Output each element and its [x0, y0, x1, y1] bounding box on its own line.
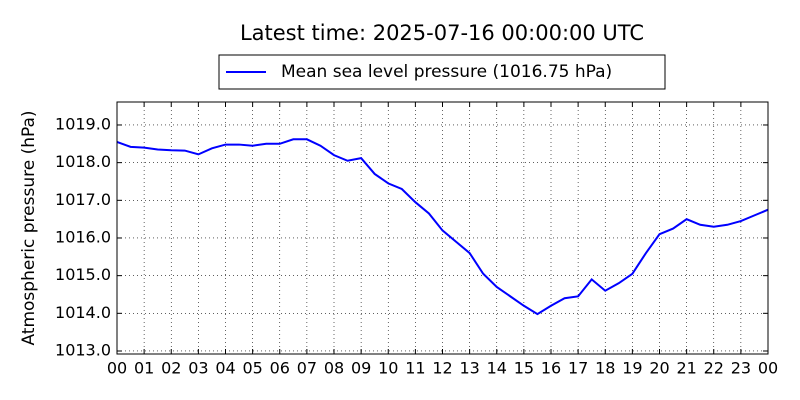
- x-tick-label: 21: [676, 359, 696, 378]
- x-tick-label: 08: [324, 359, 344, 378]
- line: [116, 138, 769, 316]
- x-tick-label: 03: [188, 359, 208, 378]
- legend: [218, 54, 666, 90]
- x-tick-label: 16: [541, 359, 561, 378]
- x-tick-label: 09: [351, 359, 371, 378]
- y-tick-label: 1016.0: [55, 227, 111, 246]
- x-tick-label: 04: [215, 359, 235, 378]
- x-tick-label: 22: [704, 359, 724, 378]
- x-tick-label: 05: [242, 359, 262, 378]
- x-tick-label: 11: [405, 359, 425, 378]
- x-tick-label: 10: [378, 359, 398, 378]
- x-tick-label: 07: [297, 359, 317, 378]
- x-tick-label: 18: [595, 359, 615, 378]
- x-tick-label: 19: [622, 359, 642, 378]
- x-tick-label: 00: [758, 359, 778, 378]
- x-tick-label: 20: [649, 359, 669, 378]
- x-tick-label: 02: [161, 359, 181, 378]
- y-tick-label: 1017.0: [55, 190, 111, 209]
- plot-frame: [116, 101, 769, 355]
- x-tick-label: 23: [731, 359, 751, 378]
- x-tick-label: 17: [568, 359, 588, 378]
- y-tick-label: 1013.0: [55, 340, 111, 359]
- x-tick-label: 12: [432, 359, 452, 378]
- x-tick-label: 06: [270, 359, 290, 378]
- chart-title: Latest time: 2025-07-16 00:00:00 UTC: [240, 21, 644, 45]
- y-tick-label: 1015.0: [55, 265, 111, 284]
- x-tick-label: 13: [459, 359, 479, 378]
- y-axis-label: Atmospheric pressure (hPa): [19, 110, 39, 345]
- x-tick-label: 15: [514, 359, 534, 378]
- y-tick-label: 1018.0: [55, 152, 111, 171]
- y-tick-label: 1014.0: [55, 303, 111, 322]
- y-tick-label: 1019.0: [55, 114, 111, 133]
- x-tick-label: 01: [134, 359, 154, 378]
- x-tick-label: 00: [107, 359, 127, 378]
- x-tick-label: 14: [487, 359, 507, 378]
- legend-label: Mean sea level pressure (1016.75 hPa): [281, 62, 612, 82]
